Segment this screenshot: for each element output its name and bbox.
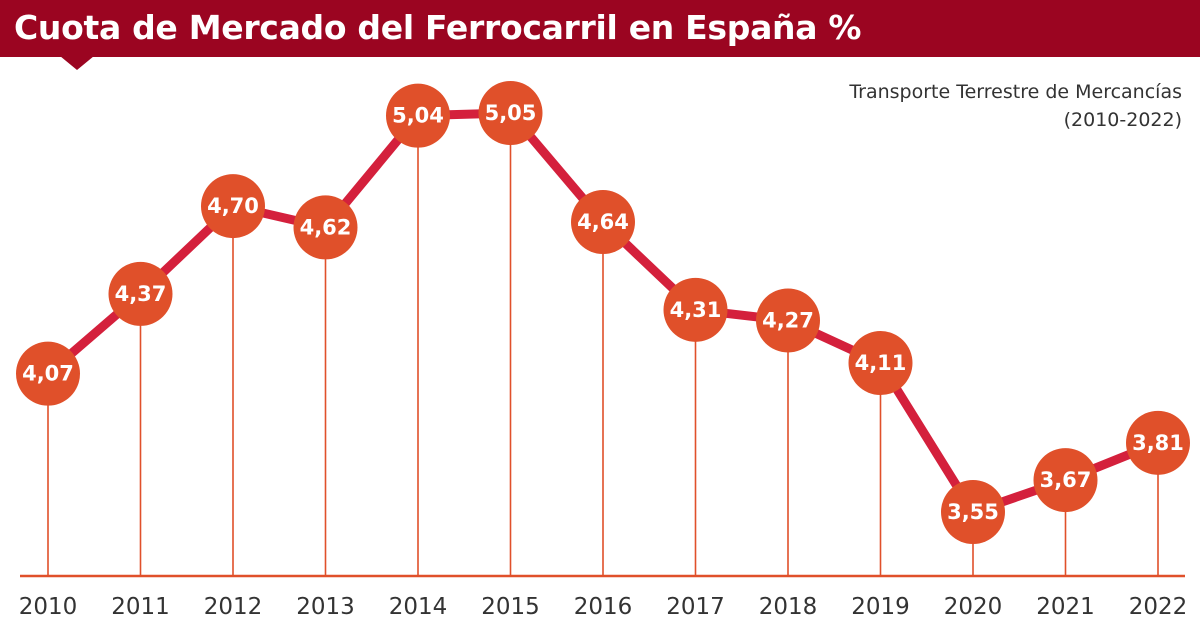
x-axis-labels: 2010 2011 2012 2013 2014 2015 2016 2017 2018 2019… xyxy=(19,594,1188,620)
data-label: 4,31 xyxy=(670,298,722,322)
data-label: 3,81 xyxy=(1132,431,1184,455)
data-label: 4,70 xyxy=(207,194,259,218)
x-tick-label: 2019 xyxy=(851,594,910,620)
line-chart: 4,07 4,37 4,70 4,62 5,04 5,05 4,64 4,31 4,27 4,11… xyxy=(0,0,1200,623)
data-point-2019: 4,11 xyxy=(849,331,913,395)
data-point-2021: 3,67 xyxy=(1034,448,1098,512)
data-label: 3,55 xyxy=(947,500,999,524)
data-label: 3,67 xyxy=(1040,468,1092,492)
x-tick-label: 2017 xyxy=(666,594,725,620)
data-point-2017: 4,31 xyxy=(664,278,728,342)
data-point-2011: 4,37 xyxy=(109,262,173,326)
data-point-2018: 4,27 xyxy=(756,288,820,352)
x-tick-label: 2018 xyxy=(759,594,818,620)
data-label: 4,64 xyxy=(577,210,629,234)
data-point-2020: 3,55 xyxy=(941,480,1005,544)
x-tick-label: 2012 xyxy=(204,594,263,620)
x-tick-label: 2016 xyxy=(574,594,633,620)
data-label: 5,04 xyxy=(392,104,444,128)
x-tick-label: 2022 xyxy=(1129,594,1188,620)
x-tick-label: 2010 xyxy=(19,594,78,620)
x-tick-label: 2021 xyxy=(1036,594,1095,620)
x-tick-label: 2014 xyxy=(389,594,448,620)
data-point-2016: 4,64 xyxy=(571,190,635,254)
data-point-2014: 5,04 xyxy=(386,84,450,148)
data-point-2010: 4,07 xyxy=(16,342,80,406)
data-point-2015: 5,05 xyxy=(479,81,543,145)
x-tick-label: 2020 xyxy=(944,594,1003,620)
data-label: 4,07 xyxy=(22,362,74,386)
data-point-2012: 4,70 xyxy=(201,174,265,238)
data-point-2022: 3,81 xyxy=(1126,411,1190,475)
x-tick-label: 2013 xyxy=(296,594,355,620)
data-point-2013: 4,62 xyxy=(294,195,358,259)
data-label: 5,05 xyxy=(485,101,537,125)
data-label: 4,62 xyxy=(300,215,352,239)
data-label: 4,11 xyxy=(855,351,907,375)
x-tick-label: 2015 xyxy=(481,594,540,620)
data-label: 4,27 xyxy=(762,308,814,332)
data-label: 4,37 xyxy=(115,282,167,306)
x-tick-label: 2011 xyxy=(111,594,170,620)
